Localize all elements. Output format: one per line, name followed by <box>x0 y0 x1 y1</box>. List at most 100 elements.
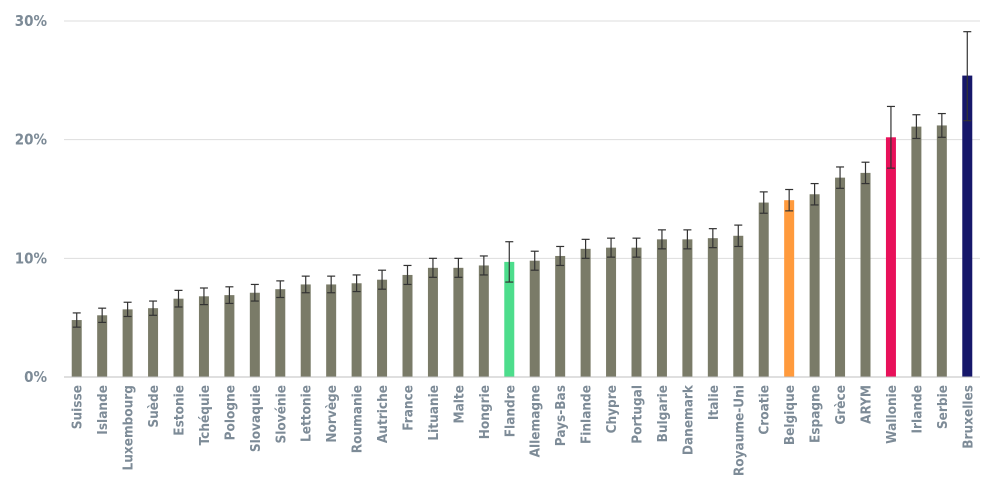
bar-lituanie <box>427 267 438 377</box>
x-tick-label-norvege: Norvège <box>324 385 340 443</box>
bar-roumanie <box>351 283 362 377</box>
error-bar-espagne <box>810 182 819 206</box>
y-tick-label: 30% <box>15 12 48 30</box>
x-tick-label-lettonie: Lettonie <box>299 385 315 442</box>
error-bar-italie <box>708 228 717 249</box>
x-tick-label-bulgarie: Bulgarie <box>655 385 671 442</box>
bar-flandre <box>504 261 515 377</box>
bar-france <box>402 274 413 377</box>
error-bar-suisse <box>72 312 81 328</box>
x-tick-label-pays-bas: Pays-Bas <box>553 385 569 446</box>
x-axis-tick-labels: Suisse Islande Luxembourg Suède Estonie Tchéq… <box>70 384 977 476</box>
bar-allemagne <box>529 260 540 377</box>
x-tick-label-autriche: Autriche <box>375 385 391 443</box>
bar-arym <box>860 172 871 377</box>
x-tick-label-roumanie: Roumanie <box>350 385 366 453</box>
error-bar-grece <box>836 166 845 189</box>
error-bar-hongrie <box>479 255 488 276</box>
x-tick-label-finlande: Finlande <box>579 385 595 444</box>
x-tick-label-flandre: Flandre <box>502 385 518 437</box>
error-bar-irlande <box>912 114 921 140</box>
error-bar-lettonie <box>301 275 310 294</box>
x-tick-label-lituanie: Lituanie <box>426 385 442 441</box>
bar-royaume-uni <box>733 235 744 377</box>
bar-pologne <box>224 295 235 377</box>
error-bar-tchequie <box>199 287 208 306</box>
error-bar-danemark <box>683 229 692 250</box>
x-tick-label-estonie: Estonie <box>172 385 188 436</box>
bar-italie <box>707 238 718 377</box>
bars <box>71 75 973 377</box>
error-bar-arym <box>861 161 870 185</box>
bar-luxembourg <box>122 309 133 377</box>
x-tick-label-danemark: Danemark <box>680 384 696 455</box>
bar-autriche <box>377 279 388 377</box>
bar-belgique <box>784 200 795 377</box>
bar-pays-bas <box>555 255 566 377</box>
x-tick-label-tchequie: Tchéquie <box>197 385 213 445</box>
x-tick-label-hongrie: Hongrie <box>477 385 493 439</box>
x-tick-label-grece: Grèce <box>833 385 849 425</box>
bar-chypre <box>606 247 617 377</box>
error-bar-allemagne <box>530 250 539 271</box>
y-axis-tick-labels: 0% 10% 20% 30% <box>15 12 48 386</box>
error-bar-lituanie <box>428 257 437 278</box>
bar-islande <box>97 315 108 377</box>
bar-hongrie <box>478 265 489 377</box>
x-tick-label-suisse: Suisse <box>70 385 86 429</box>
bar-espagne <box>809 194 820 377</box>
error-bar-pologne <box>225 286 234 305</box>
error-bar-wallonie <box>886 105 895 169</box>
error-bar-estonie <box>174 289 183 308</box>
bar-lettonie <box>300 284 311 377</box>
bar-malte <box>453 267 464 377</box>
error-bar-bulgarie <box>657 229 666 250</box>
x-tick-label-royaume-uni: Royaume-Uni <box>731 385 747 476</box>
error-bar-croatie <box>759 191 768 214</box>
error-bar-bruxelles <box>963 31 972 122</box>
x-tick-label-malte: Malte <box>451 385 467 424</box>
x-tick-label-allemagne: Allemagne <box>528 385 544 457</box>
x-tick-label-slovaquie: Slovaquie <box>248 385 264 452</box>
bar-serbie <box>936 125 947 377</box>
error-bar-norvege <box>327 275 336 294</box>
error-bar-malte <box>454 257 463 278</box>
bar-suede <box>148 308 159 377</box>
error-bar-portugal <box>632 237 641 258</box>
error-bar-belgique <box>785 188 794 212</box>
x-tick-label-irlande: Irlande <box>909 385 925 433</box>
x-tick-label-islande: Islande <box>95 385 111 435</box>
bar-wallonie <box>885 137 896 377</box>
y-tick-label: 20% <box>15 131 48 149</box>
x-tick-label-serbie: Serbie <box>935 385 951 429</box>
bar-bulgarie <box>656 239 667 377</box>
y-tick-label: 0% <box>24 368 47 386</box>
x-tick-label-bruxelles: Bruxelles <box>960 385 976 449</box>
error-bar-chypre <box>607 237 616 258</box>
bar-slovenie <box>275 289 286 377</box>
x-tick-label-france: France <box>401 385 417 431</box>
bar-grece <box>835 177 846 377</box>
error-bar-slovenie <box>276 280 285 299</box>
x-tick-label-slovenie: Slovénie <box>273 385 289 443</box>
x-tick-label-suede: Suède <box>146 385 162 428</box>
error-bar-pays-bas <box>556 245 565 267</box>
error-bar-finlande <box>581 238 590 259</box>
bar-slovaquie <box>249 292 260 377</box>
error-bars <box>72 31 972 328</box>
gridlines <box>64 20 980 259</box>
x-tick-label-luxembourg: Luxembourg <box>121 385 137 471</box>
y-tick-label: 10% <box>15 249 48 267</box>
x-tick-label-espagne: Espagne <box>808 385 824 443</box>
bar-norvege <box>326 284 337 377</box>
error-bar-serbie <box>937 112 946 138</box>
error-bar-islande <box>98 307 107 324</box>
bar-irlande <box>911 126 922 377</box>
x-tick-label-wallonie: Wallonie <box>884 385 900 444</box>
error-bar-suede <box>149 300 158 316</box>
error-bar-luxembourg <box>123 301 132 318</box>
bar-suisse <box>71 320 82 377</box>
error-bar-roumanie <box>352 274 361 293</box>
bar-bruxelles <box>962 75 973 377</box>
